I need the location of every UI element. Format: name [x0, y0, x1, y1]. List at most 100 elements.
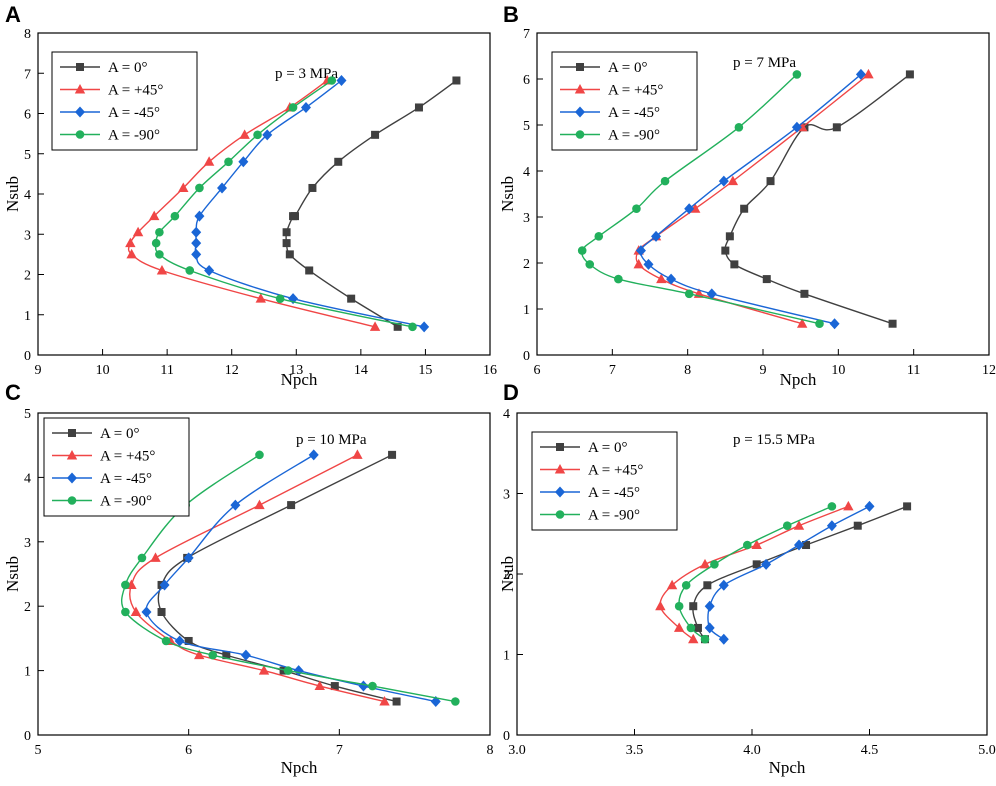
legend-marker: [67, 496, 77, 505]
legend-marker: [576, 63, 584, 71]
data-point: [829, 318, 840, 330]
data-point: [721, 246, 730, 255]
data-point: [358, 680, 369, 692]
data-point: [371, 130, 380, 139]
data-point: [706, 288, 717, 300]
data-point: [368, 681, 377, 691]
data-point: [614, 274, 623, 284]
series-1: [282, 76, 461, 331]
series-line: [128, 454, 385, 703]
legend-label: A = 0°: [100, 426, 139, 442]
data-point: [388, 450, 397, 459]
data-point: [258, 665, 270, 675]
data-point: [130, 606, 142, 616]
y-tick-label: 0: [24, 349, 31, 364]
series-line: [120, 454, 456, 703]
legend-label: A = 0°: [588, 440, 627, 456]
legend-marker: [75, 106, 85, 118]
data-point: [392, 697, 401, 706]
data-point: [633, 258, 644, 269]
data-point: [843, 500, 854, 511]
data-point: [203, 156, 215, 166]
data-point: [191, 237, 202, 249]
data-point: [725, 232, 734, 241]
y-tick-label: 1: [523, 303, 530, 318]
legend-marker: [67, 472, 77, 484]
x-tick-label: 15: [418, 363, 432, 378]
x-axis-label: Npch: [769, 758, 806, 777]
data-point: [255, 450, 264, 460]
data-point: [594, 232, 604, 241]
x-tick-label: 3.0: [508, 743, 526, 758]
data-point: [408, 322, 417, 332]
data-point: [451, 697, 460, 706]
data-point: [308, 449, 319, 461]
data-point: [793, 520, 805, 530]
legend-marker: [68, 429, 76, 437]
data-point: [314, 680, 325, 691]
data-point: [287, 501, 296, 510]
panel-letter: A: [5, 2, 21, 27]
y-axis-label: Nsub: [498, 556, 517, 592]
legend-label: A = -90°: [100, 494, 152, 510]
panel-letter: C: [5, 380, 21, 405]
data-point: [347, 294, 356, 303]
data-point: [710, 560, 719, 569]
legend-item: A = -45°: [52, 471, 152, 487]
legend-item: A = -90°: [52, 494, 152, 510]
data-point: [238, 156, 249, 168]
legend-label: A = -45°: [100, 471, 152, 487]
data-point: [740, 204, 749, 213]
data-point: [379, 696, 390, 706]
data-point: [121, 607, 130, 617]
legend-marker: [555, 510, 565, 519]
legend-item: A = 0°: [540, 440, 627, 456]
data-point: [673, 622, 685, 632]
data-point: [743, 540, 752, 550]
data-point: [156, 264, 168, 275]
data-point: [155, 250, 164, 259]
data-point: [275, 294, 285, 303]
series-line: [640, 73, 862, 325]
y-tick-label: 8: [24, 27, 31, 42]
data-point: [688, 633, 699, 644]
data-point: [686, 623, 696, 633]
legend-marker: [75, 130, 85, 139]
series-3: [191, 74, 430, 333]
data-point: [718, 633, 729, 645]
x-tick-label: 4.5: [861, 743, 879, 758]
x-tick-label: 10: [96, 363, 110, 378]
legend-label: A = -45°: [608, 105, 660, 121]
data-point: [178, 182, 189, 192]
y-tick-label: 3: [503, 488, 510, 503]
series-line: [659, 505, 849, 640]
legend-label: A = -45°: [108, 105, 160, 121]
x-tick-label: 9: [35, 363, 42, 378]
data-point: [336, 74, 347, 86]
legend-label: A = +45°: [588, 463, 643, 479]
data-point: [794, 539, 804, 551]
data-point: [855, 68, 866, 80]
data-point: [170, 211, 180, 221]
data-point: [224, 157, 233, 167]
legend-item: A = -45°: [540, 485, 640, 501]
data-point: [888, 319, 897, 328]
data-point: [796, 318, 808, 328]
data-point: [393, 322, 402, 331]
data-point: [632, 204, 641, 214]
y-tick-label: 3: [523, 211, 530, 226]
data-point: [703, 581, 712, 590]
data-point: [684, 289, 694, 299]
data-point: [239, 129, 250, 139]
data-point: [699, 558, 711, 569]
data-point: [734, 123, 744, 132]
data-point: [185, 266, 195, 275]
series-3: [635, 68, 866, 330]
series-2: [655, 500, 854, 644]
data-point: [151, 238, 161, 248]
data-point: [704, 622, 715, 634]
legend-item: A = -90°: [560, 128, 660, 144]
y-tick-label: 1: [24, 309, 31, 324]
